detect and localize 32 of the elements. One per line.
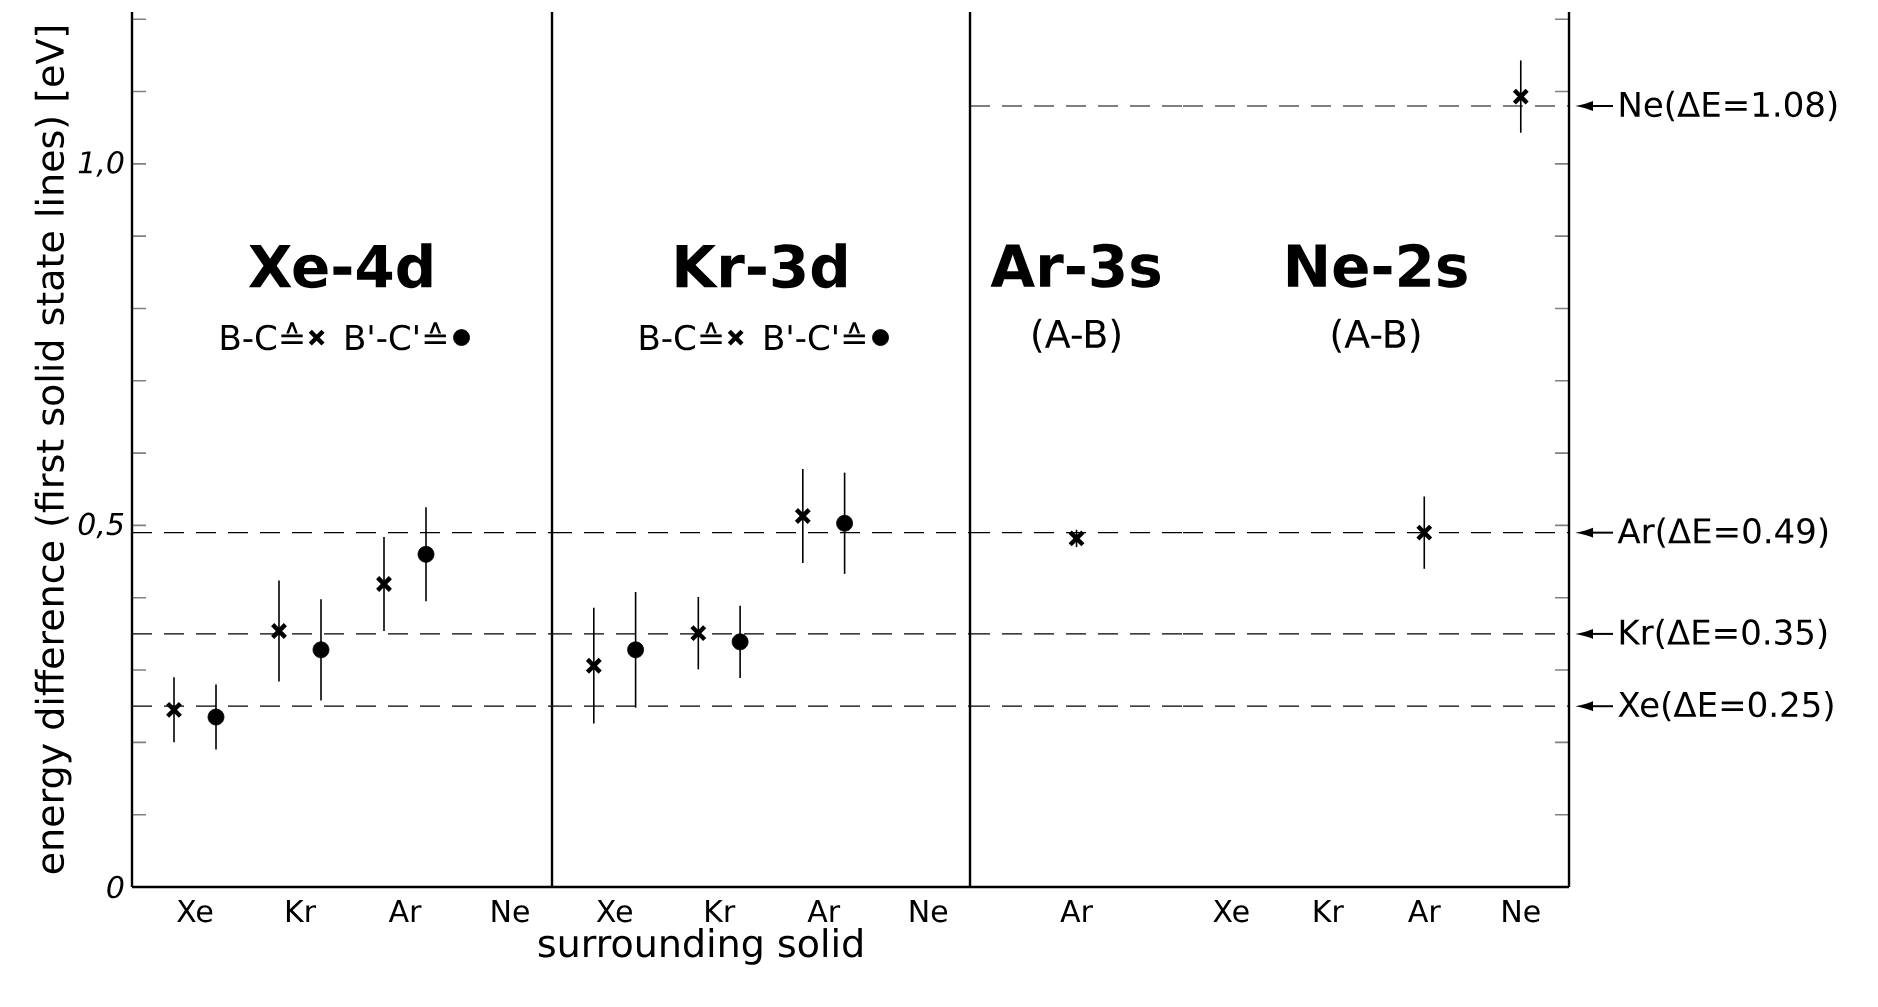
y-tick-label: 1,0 (78, 150, 124, 177)
x-tick-label: Ar (807, 900, 841, 922)
x-axis-title: surrounding solid (538, 928, 862, 965)
text: (A-B) (1033, 318, 1120, 353)
x-tick-label: Ne (910, 900, 948, 923)
text: Xe-4d (248, 243, 432, 289)
legend-label: B'-C'≙ (765, 322, 865, 351)
x-tick-label: Kr (286, 900, 317, 922)
y-tick-label: 0 (107, 875, 124, 899)
x-tick-label: Xe (177, 900, 213, 923)
x-tick-label: Kr (1314, 900, 1344, 922)
x-tick-label: Ne (492, 900, 529, 923)
legend-label: B-C≙ (640, 322, 722, 351)
x-tick-label: Ar (1060, 900, 1093, 922)
ref-line-label: Ne(ΔE=1.08) (1620, 90, 1837, 122)
x-tick-label: Kr (706, 900, 736, 922)
x-tick-label: Ar (388, 900, 422, 922)
text: (A-B) (1332, 318, 1420, 353)
x-tick-label: Ne (1503, 900, 1540, 923)
text: Kr-3d (676, 243, 846, 289)
text: Ar-3s (990, 243, 1160, 288)
y-axis-title: energy difference (first solid state lines) [eV] (34, 27, 72, 874)
ref-line-label: Xe(ΔE=0.25) (1618, 691, 1833, 722)
x-tick-label: Ar (1408, 900, 1441, 922)
x-tick-label: Xe (596, 900, 632, 923)
ref-line-label: Kr(ΔE=0.35) (1620, 618, 1827, 650)
y-tick-label: 0,5 (78, 512, 124, 539)
legend-label: B-C≙ (221, 322, 303, 351)
ref-line-label: Ar(ΔE=0.49) (1617, 517, 1828, 548)
x-tick-label: Xe (1213, 900, 1249, 923)
text: Ne-2s (1287, 243, 1467, 288)
legend-label: B'-C'≙ (346, 322, 446, 351)
